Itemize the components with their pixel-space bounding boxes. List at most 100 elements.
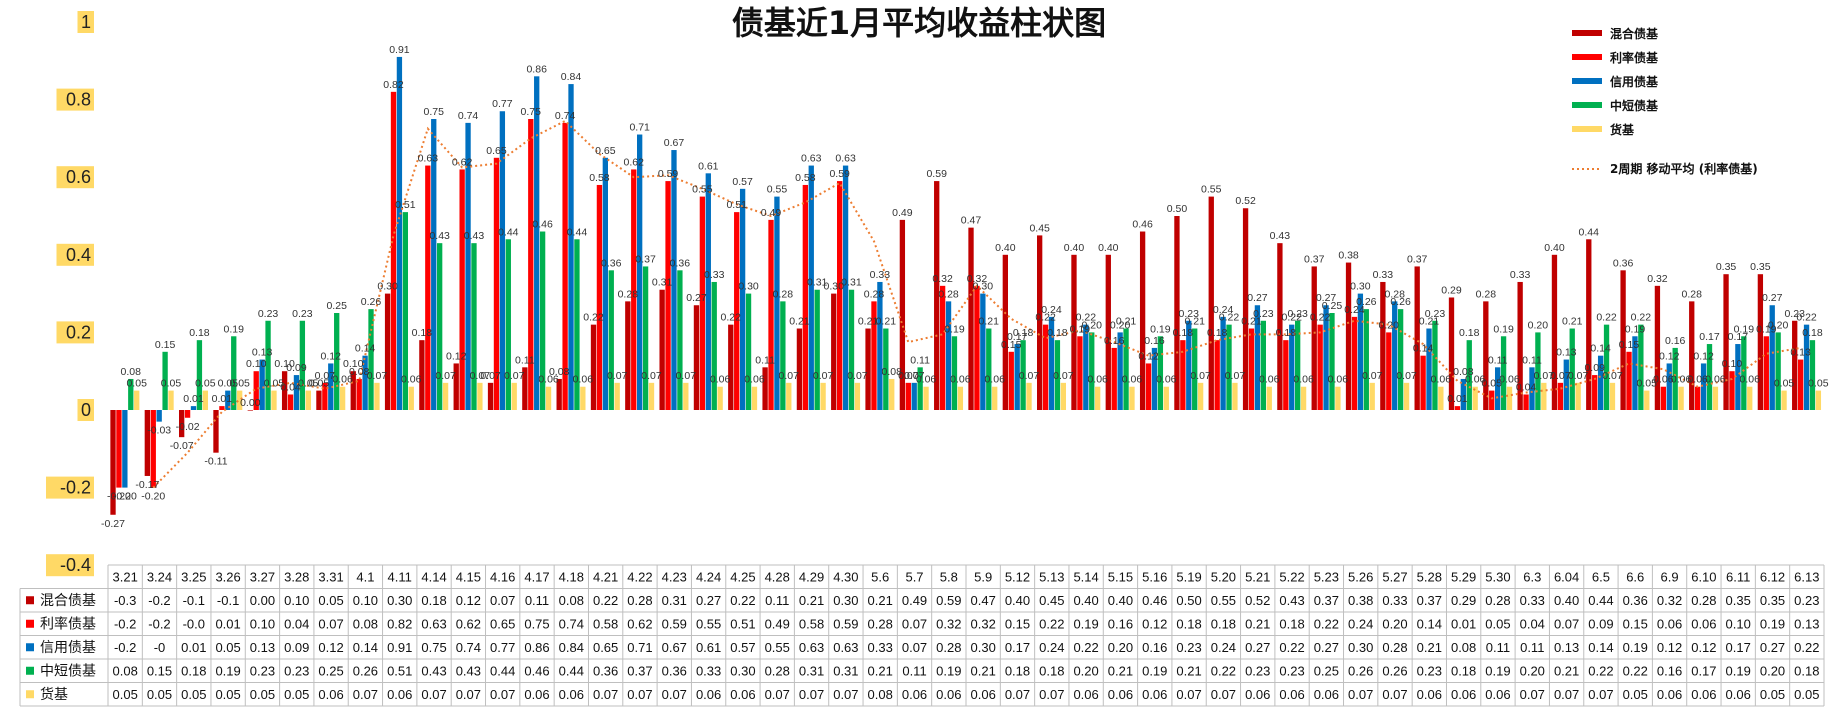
bar <box>1551 254 1558 410</box>
series-name: 信用债基 <box>40 639 96 656</box>
category-label: 6.04 <box>1554 570 1579 585</box>
data-label: 0.07 <box>1362 370 1383 382</box>
bar <box>854 382 861 410</box>
data-label: 0.06 <box>710 374 731 386</box>
table-cell: 0.13 <box>250 640 275 655</box>
table-cell: 0.82 <box>387 617 412 632</box>
bar <box>539 231 546 410</box>
data-label: 0.46 <box>532 219 553 231</box>
data-label: 0.21 <box>858 316 879 328</box>
bar <box>739 188 746 410</box>
bar <box>162 351 168 410</box>
bar <box>265 320 271 410</box>
table-cell: 0.15 <box>147 664 172 679</box>
table-cell: 0.24 <box>1211 640 1236 655</box>
legend-key <box>26 596 34 605</box>
table-cell: 0.17 <box>1691 664 1716 679</box>
table-cell: 0.06 <box>524 687 549 702</box>
data-label: -0.03 <box>147 425 171 437</box>
data-label: 0.05 <box>309 378 330 390</box>
data-label: 0.12 <box>1693 350 1714 362</box>
bar <box>425 165 431 410</box>
data-label: 0.58 <box>589 172 610 184</box>
bar <box>986 328 992 410</box>
bar <box>231 336 237 410</box>
table-cell: 0.15 <box>1005 617 1030 632</box>
bar <box>865 328 871 410</box>
data-label: 0.08 <box>349 366 370 378</box>
data-label: 0.19 <box>224 323 245 335</box>
bar <box>711 281 717 410</box>
data-label: 0.10 <box>343 358 364 370</box>
table-cell: 0.62 <box>627 617 652 632</box>
data-label: 0.19 <box>1150 323 1171 335</box>
data-label: 0.28 <box>938 288 959 300</box>
data-label: 0.06 <box>1156 374 1177 386</box>
category-label: 5.8 <box>940 570 958 585</box>
table-cell: 0.05 <box>181 687 206 702</box>
table-cell: 0.28 <box>1485 593 1510 608</box>
table-cell: 0.18 <box>1176 617 1201 632</box>
bar <box>1803 324 1810 410</box>
table-cell: 0.49 <box>902 593 927 608</box>
data-label: 0.07 <box>676 370 697 382</box>
legend-key <box>26 643 34 652</box>
bar <box>1557 382 1564 410</box>
data-label: 0.24 <box>1213 304 1234 316</box>
table-cell: 0.61 <box>696 640 721 655</box>
bar <box>590 324 597 410</box>
data-label: 0.37 <box>1407 253 1428 265</box>
table-cell: 0.20 <box>1760 664 1785 679</box>
data-label: 0.28 <box>1476 288 1497 300</box>
table-cell: 0.32 <box>936 617 961 632</box>
bar <box>202 390 208 410</box>
bar <box>1529 367 1535 410</box>
legend-swatch <box>1572 78 1602 84</box>
bar <box>1763 336 1769 410</box>
data-label: 0.06 <box>1328 374 1349 386</box>
table-cell: 0.20 <box>1073 664 1098 679</box>
table-cell: 0.06 <box>318 687 343 702</box>
bar <box>917 367 923 410</box>
table-cell: 0.08 <box>559 593 584 608</box>
table-cell: 0.07 <box>1348 687 1373 702</box>
category-label: 3.27 <box>250 570 275 585</box>
table-cell: 0.05 <box>1623 687 1648 702</box>
bar <box>1426 328 1432 410</box>
table-cell: 0.21 <box>868 664 893 679</box>
table-cell: 0.27 <box>696 593 721 608</box>
bar <box>1700 363 1707 410</box>
table-cell: 0.06 <box>730 687 755 702</box>
table-cell: 0.05 <box>250 687 275 702</box>
bar <box>677 270 683 410</box>
table-cell: 0.12 <box>1691 640 1716 655</box>
bar <box>299 320 306 410</box>
data-label: 0.33 <box>704 269 725 281</box>
bar <box>671 150 677 411</box>
table-cell: 0.05 <box>1485 617 1510 632</box>
table-cell: 0.07 <box>593 687 618 702</box>
table-cell: 0.62 <box>456 617 481 632</box>
data-label: 0.21 <box>1184 316 1205 328</box>
table-cell: 0.11 <box>765 593 789 608</box>
bar <box>974 285 980 410</box>
table-cell: 0.74 <box>559 617 584 632</box>
legend-label: 信用债基 <box>1610 74 1659 89</box>
y-tick-label: -0.4 <box>60 555 91 575</box>
data-label: 0.20 <box>1379 319 1400 331</box>
data-label: 0.49 <box>761 207 782 219</box>
table-cell: 0.20 <box>1520 664 1545 679</box>
category-label: 6.12 <box>1760 570 1785 585</box>
table-cell: -0.1 <box>183 593 205 608</box>
category-label: 5.22 <box>1279 570 1304 585</box>
bar <box>1815 390 1822 410</box>
bar <box>802 184 808 410</box>
data-label: 0.25 <box>1322 300 1343 312</box>
bar <box>1163 386 1169 410</box>
data-label: 0.01 <box>183 393 204 405</box>
data-label: 0.20 <box>1082 319 1103 331</box>
bar <box>1466 340 1472 410</box>
data-label: 0.59 <box>926 168 947 180</box>
bar <box>1071 254 1077 410</box>
